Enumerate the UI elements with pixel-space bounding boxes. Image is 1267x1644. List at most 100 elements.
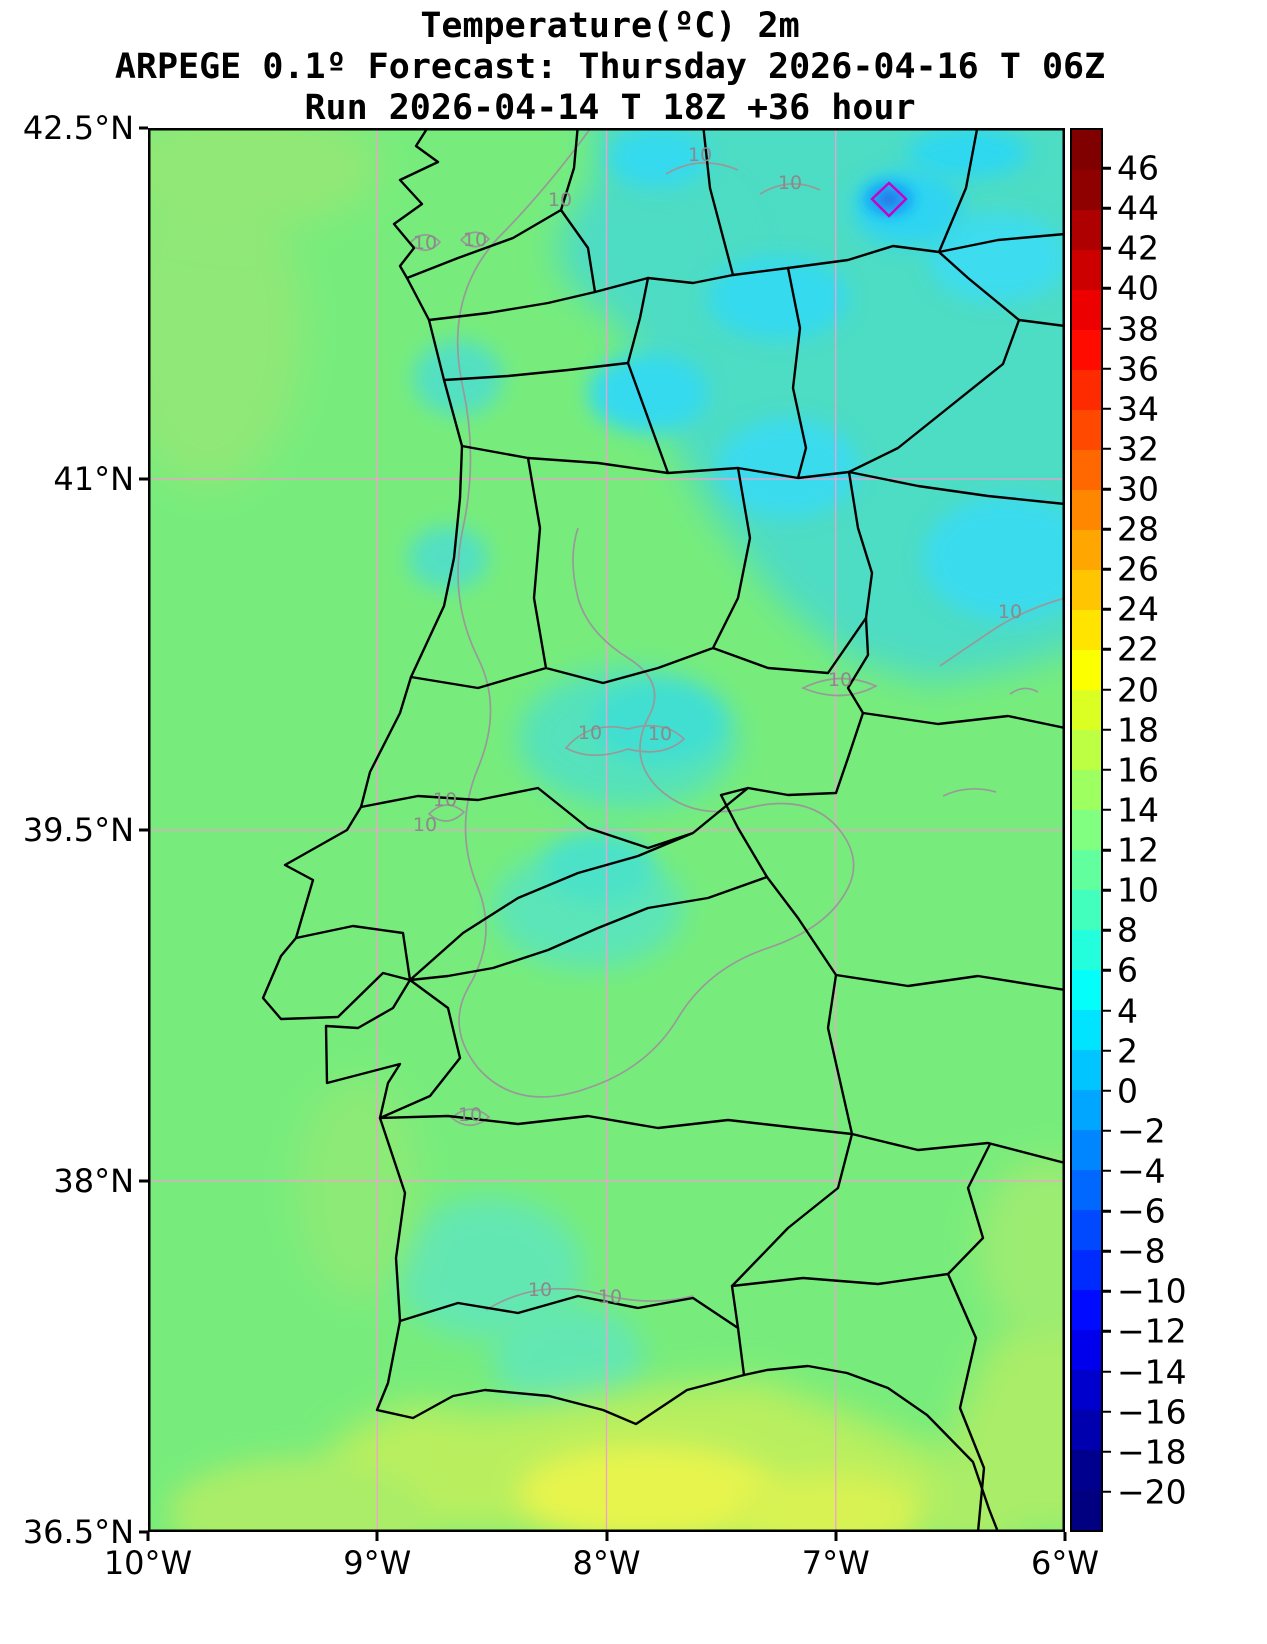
colorbar-tick-mark	[1103, 688, 1111, 691]
colorbar-tick-mark	[1103, 487, 1111, 491]
contour-value-label: 10	[433, 789, 457, 811]
y-axis-tick-mark	[139, 1530, 148, 1534]
colorbar-tick-label: −20	[1117, 1472, 1187, 1512]
colorbar-tick-mark	[1103, 1490, 1111, 1494]
colorbar-tick-mark	[1103, 969, 1111, 972]
colorbar-tick-mark	[1103, 728, 1111, 731]
chart-run-subtitle: Run 2026-04-14 T 18Z +36 hour	[304, 88, 916, 128]
y-axis-tick-label: 42.5°N	[22, 109, 134, 147]
colorbar-tick-label: 38	[1117, 309, 1159, 349]
colorbar-segment	[1072, 450, 1101, 490]
colorbar-tick-label: 4	[1117, 991, 1138, 1030]
contour-value-label: 10	[548, 189, 572, 211]
contour-value-label: 10	[413, 814, 437, 836]
colorbar-tick-mark	[1103, 1410, 1111, 1413]
colorbar-tick-mark	[1103, 327, 1111, 330]
colorbar-segment	[1072, 690, 1101, 730]
colorbar-tick-mark	[1103, 1129, 1111, 1133]
contour-value-label: 10	[688, 144, 712, 166]
colorbar-tick-mark	[1103, 1370, 1111, 1373]
colorbar-segment	[1072, 1370, 1101, 1410]
colorbar-tick-mark	[1103, 1209, 1111, 1213]
contour-value-label: 10	[598, 1286, 622, 1308]
colorbar-tick-mark	[1103, 206, 1111, 210]
colorbar-tick-label: −14	[1117, 1352, 1187, 1392]
colorbar-segment	[1072, 890, 1101, 930]
y-axis-tick-mark	[139, 828, 148, 832]
title-block: Temperature(ºC) 2m ARPEGE 0.1º Forecast:…	[0, 6, 1220, 129]
y-axis-tick-mark	[139, 1179, 148, 1183]
isotherm-contour-lines	[408, 128, 1065, 1311]
colorbar-tick-mark	[1103, 568, 1111, 571]
colorbar-segment	[1072, 970, 1101, 1010]
colorbar-tick-mark	[1103, 1049, 1111, 1052]
x-axis: 10°W 9°W 8°W 7°W 6°W	[104, 1532, 1099, 1602]
colorbar-tick-mark	[1103, 848, 1111, 852]
contour-value-label: 10	[413, 232, 437, 254]
colorbar-tick-label: 36	[1117, 349, 1159, 389]
colorbar-segment	[1072, 1330, 1101, 1370]
colorbar-segment	[1072, 1210, 1101, 1250]
contour-value-label: 10	[528, 1279, 552, 1301]
colorbar-tick-mark	[1103, 1089, 1111, 1092]
x-axis-tick-mark	[1063, 1532, 1067, 1541]
colorbar-segment	[1072, 570, 1101, 610]
chart-forecast-subtitle: ARPEGE 0.1º Forecast: Thursday 2026-04-1…	[114, 47, 1106, 87]
colorbar-tick-label: 40	[1117, 268, 1159, 308]
colorbar-tick-mark	[1103, 407, 1111, 411]
colorbar: 46 44 42 40 38 36 34 32 30 28 26 24 22 20 18 16 14 12 10 8 6…	[1070, 128, 1267, 1532]
colorbar-segment	[1072, 1290, 1101, 1330]
colorbar-segment	[1072, 1250, 1101, 1290]
colorbar-tick-mark	[1103, 1249, 1111, 1253]
colorbar-tick-mark	[1103, 367, 1111, 370]
colorbar-tick-label: 16	[1117, 750, 1159, 790]
colorbar-tick-label: −16	[1117, 1392, 1187, 1432]
colorbar-segment	[1072, 850, 1101, 890]
colorbar-tick-label: 22	[1117, 629, 1159, 669]
colorbar-segment	[1072, 1050, 1101, 1090]
colorbar-tick-label: 46	[1117, 148, 1159, 188]
contour-value-label: 10	[648, 723, 672, 745]
contour-value-label: 10	[458, 1104, 482, 1126]
coastline	[261, 128, 1000, 1532]
colorbar-segment	[1072, 770, 1101, 810]
map-plot-area: 10 10 10 10 10 10 10 10 10 10 10 10 10 10	[148, 128, 1065, 1532]
colorbar-tick-mark	[1103, 808, 1111, 812]
contour-value-label: 10	[828, 669, 852, 691]
national-border	[405, 208, 1021, 1377]
x-axis-tick-label: 9°W	[343, 1544, 412, 1582]
colorbar-tick-mark	[1103, 247, 1111, 250]
colorbar-tick-mark	[1103, 1169, 1111, 1173]
colorbar-tick-mark	[1103, 1009, 1111, 1012]
colorbar-tick-label: 14	[1117, 790, 1159, 830]
colorbar-tick-mark	[1103, 1290, 1111, 1293]
colorbar-tick-mark	[1103, 768, 1111, 772]
x-axis-tick-label: 7°W	[801, 1544, 870, 1582]
colorbar-tick-label: 0	[1117, 1071, 1138, 1111]
colorbar-tick-mark	[1103, 166, 1111, 170]
colorbar-segment	[1072, 1410, 1101, 1450]
chart-title: Temperature(ºC) 2m	[420, 6, 800, 46]
colorbar-tick-mark	[1103, 608, 1111, 611]
colorbar-tick-label: 44	[1117, 188, 1159, 228]
colorbar-tick-label: 6	[1117, 950, 1138, 990]
colorbar-tick-label: 8	[1117, 910, 1138, 950]
colorbar-tick-label: 42	[1117, 228, 1159, 268]
contour-value-label: 10	[578, 722, 602, 744]
temperature-map: 10 10 10 10 10 10 10 10 10 10 10 10 10 10	[148, 128, 1065, 1532]
province-boundaries	[559, 128, 1065, 1532]
colorbar-tick-label: −18	[1117, 1432, 1187, 1472]
x-axis-tick-label: 10°W	[103, 1544, 193, 1582]
y-axis-tick-label: 38°N	[53, 1162, 134, 1200]
colorbar-tick-label: 30	[1117, 469, 1159, 509]
colorbar-tick-label: 2	[1117, 1031, 1138, 1071]
colorbar-segment	[1072, 370, 1101, 410]
colorbar-tick-label: 32	[1117, 429, 1159, 469]
colorbar-segment	[1072, 1010, 1101, 1050]
x-axis-tick-mark	[605, 1532, 608, 1541]
colorbar-tick-mark	[1103, 648, 1111, 651]
colorbar-tick-label: 34	[1117, 389, 1159, 429]
colorbar-segment	[1072, 1490, 1101, 1530]
colorbar-tick-mark	[1103, 1330, 1111, 1333]
